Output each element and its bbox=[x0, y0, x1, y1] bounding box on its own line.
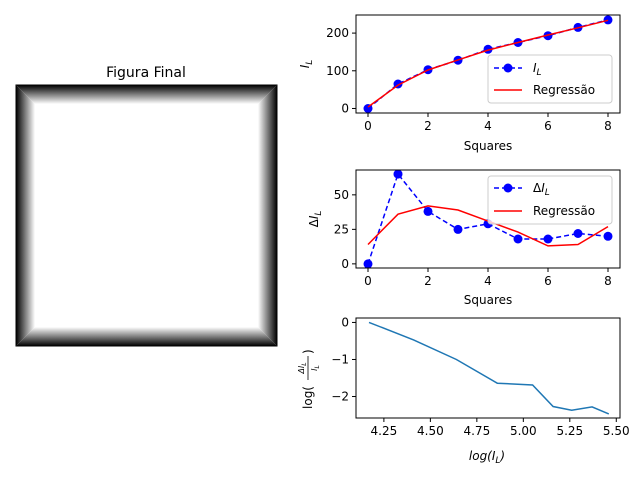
legend-box bbox=[487, 54, 613, 104]
x-tick-label: 4.50 bbox=[417, 424, 444, 438]
ylabel-sub: L bbox=[305, 60, 315, 65]
xlabel-sub: L bbox=[495, 456, 500, 466]
series-1-point bbox=[603, 15, 613, 25]
y-tick-label: 0 bbox=[341, 101, 349, 115]
chart-log-ylabel: log( ΔIL IL ) bbox=[297, 349, 321, 409]
legend-label-series-1: ΔIL bbox=[533, 181, 550, 198]
xlabel-close: ) bbox=[499, 449, 505, 463]
series-1-line bbox=[368, 321, 610, 415]
series-1-point bbox=[603, 231, 613, 241]
ylabel-denominator: IL bbox=[310, 365, 321, 371]
chart-delta-xlabel: Squares bbox=[464, 293, 513, 307]
series-1-point bbox=[513, 234, 523, 244]
x-tick-label: 4 bbox=[484, 274, 492, 288]
y-tick-label: 25 bbox=[334, 222, 349, 236]
chart-delta-ylabel: ΔIL bbox=[307, 211, 324, 228]
x-tick-label: 6 bbox=[544, 274, 552, 288]
series-2-line bbox=[367, 19, 609, 108]
x-tick-label: 0 bbox=[364, 274, 372, 288]
x-tick-label: 6 bbox=[544, 119, 552, 133]
y-tick-label: 200 bbox=[326, 26, 349, 40]
legend-marker-series-1 bbox=[503, 63, 513, 73]
image-panel-title: Figura Final bbox=[106, 65, 186, 81]
ylabel-numerator: ΔIL bbox=[297, 362, 308, 374]
chart-log: 4.25 4.50 4.75 5.00 5.25 5.500−1−2 log(IL) lo… bbox=[297, 315, 630, 466]
chart-delta-frame bbox=[355, 169, 621, 269]
x-tick-label: 5.25 bbox=[556, 424, 583, 438]
y-tick-label: 100 bbox=[326, 64, 349, 78]
series-1-point bbox=[573, 229, 583, 238]
chart-intensity-legend: IL Regressão bbox=[487, 54, 613, 104]
x-tick-label: 4.75 bbox=[463, 424, 490, 438]
series-1-point bbox=[543, 234, 553, 244]
legend-label-series-1: IL bbox=[533, 61, 542, 78]
x-tick-label: 2 bbox=[424, 119, 432, 133]
y-tick-label: 0 bbox=[341, 315, 349, 329]
x-tick-label: 2 bbox=[424, 274, 432, 288]
legend-label-series-2: Regressão bbox=[533, 83, 595, 97]
series-1-point bbox=[453, 224, 463, 234]
series-1-point bbox=[363, 259, 373, 269]
ylabel-main: I bbox=[307, 215, 321, 219]
ylabel-log: log( bbox=[301, 386, 315, 409]
chart-log-frame bbox=[355, 317, 621, 419]
chart-intensity: 0 2 4 6 8 0 100 200 Squares IL IL Regressão bbox=[298, 14, 621, 153]
x-tick-label: 5.50 bbox=[603, 424, 630, 438]
gradient-frame-image bbox=[15, 84, 278, 347]
chart-intensity-ylabel: IL bbox=[298, 60, 315, 69]
xlabel-main: log(I bbox=[469, 449, 496, 463]
image-panel: Figura Final bbox=[15, 65, 278, 347]
ylabel-delta: Δ bbox=[307, 218, 321, 227]
ylabel-sub: L bbox=[314, 211, 324, 216]
chart-intensity-frame bbox=[355, 14, 621, 114]
chart-log-xlabel: log(IL) bbox=[469, 449, 505, 466]
x-tick-label: 4.25 bbox=[371, 424, 398, 438]
y-tick-label: 0 bbox=[341, 257, 349, 271]
chart-delta-ticks: 0 2 4 6 8 0 25 50 bbox=[334, 188, 612, 288]
chart-log-ticks: 4.25 4.50 4.75 5.00 5.25 5.50 0 −1 −2 bbox=[331, 315, 629, 438]
x-tick-label: 0 bbox=[364, 119, 372, 133]
x-tick-label: 5.00 bbox=[510, 424, 537, 438]
chart-intensity-marks bbox=[363, 15, 613, 113]
chart-delta: 0 2 4 6 8 0 25 50 Squares ΔIL ΔIL Regressão bbox=[307, 169, 621, 307]
chart-intensity-ticks: 0 2 4 6 8 0 100 200 bbox=[326, 26, 612, 133]
y-tick-label: 50 bbox=[334, 188, 349, 202]
x-tick-label: 4 bbox=[484, 119, 492, 133]
ylabel-close: ) bbox=[301, 349, 315, 354]
y-tick-label: −1 bbox=[331, 352, 349, 366]
legend-label-series-2: Regressão bbox=[533, 204, 595, 218]
legend-marker-series-1 bbox=[503, 183, 513, 193]
x-tick-label: 8 bbox=[604, 274, 612, 288]
chart-log-marks bbox=[368, 321, 610, 415]
chart-delta-legend: ΔIL Regressão bbox=[487, 175, 613, 225]
chart-intensity-xlabel: Squares bbox=[464, 139, 513, 153]
y-tick-label: −2 bbox=[331, 390, 349, 404]
series-1-point bbox=[423, 206, 433, 216]
x-tick-label: 8 bbox=[604, 119, 612, 133]
series-1-point bbox=[393, 169, 403, 179]
ylabel-main: I bbox=[298, 64, 312, 68]
